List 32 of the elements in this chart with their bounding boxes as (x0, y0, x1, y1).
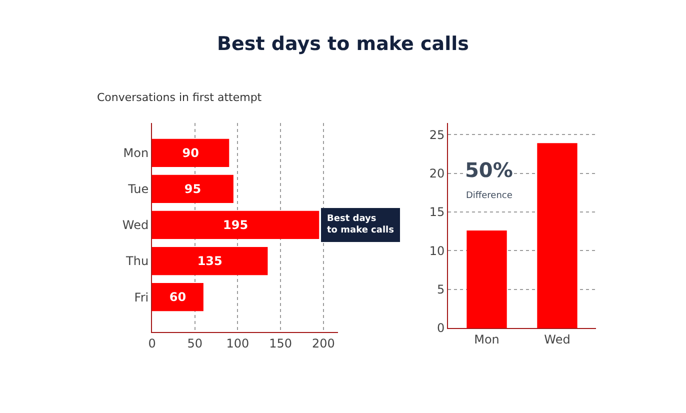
y-tick-label: 10 (429, 244, 445, 258)
y-tick-label: Tue (127, 182, 149, 196)
data-label: 135 (197, 254, 222, 268)
chart-title: Best days to make calls (216, 33, 470, 55)
chart-subtitle: Conversations in first attempt (97, 90, 262, 104)
y-tick-label: 20 (429, 166, 445, 180)
annotation: Best days to make calls (327, 214, 394, 236)
bar (152, 138, 230, 167)
annotation: Difference (466, 191, 513, 201)
y-tick-label: 5 (436, 282, 445, 297)
x-tick-label: 150 (269, 336, 292, 350)
bar (152, 282, 204, 312)
y-tick-label: 0 (436, 321, 445, 336)
data-label: 60 (169, 290, 186, 304)
y-tick-label: 15 (429, 205, 445, 220)
data-label: 195 (223, 218, 248, 232)
annotation: 50% (465, 158, 513, 182)
y-tick-label: Mon (123, 146, 149, 160)
y-tick-label: Fri (134, 290, 149, 304)
bar (152, 210, 320, 240)
y-tick-label: Thu (125, 254, 149, 268)
data-label: 90 (182, 146, 199, 160)
x-tick-label: 100 (226, 336, 250, 350)
x-tick-label: 50 (187, 336, 202, 350)
bar (152, 174, 234, 203)
x-tick-label: 200 (312, 336, 335, 350)
x-tick-label: Mon (474, 332, 500, 346)
data-label: 95 (184, 182, 202, 196)
bar (152, 246, 268, 276)
y-tick-label: Wed (122, 218, 149, 232)
y-tick-label: 25 (429, 128, 445, 142)
x-tick-label: Wed (544, 332, 570, 346)
